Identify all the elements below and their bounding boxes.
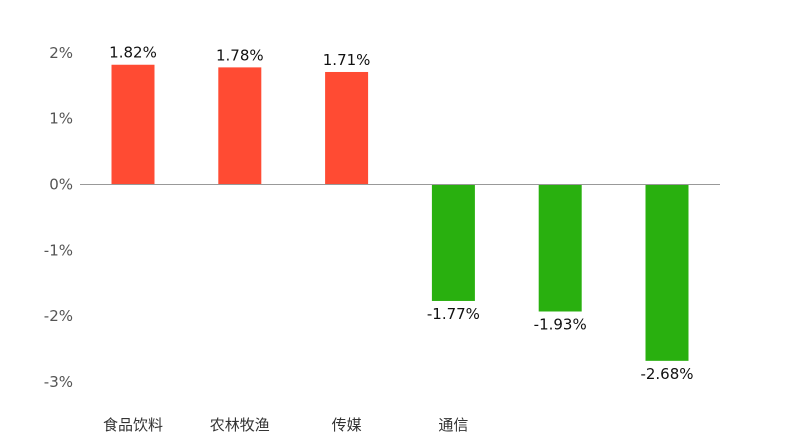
bar <box>645 184 689 361</box>
category-label: 农林牧渔 <box>210 416 270 434</box>
bars <box>111 64 689 361</box>
y-tick-label: -3% <box>44 373 73 391</box>
data-labels: 1.82% 1.78% 1.71% -1.77% -1.93% -2.68% <box>109 44 693 383</box>
bar <box>218 67 262 185</box>
y-tick-label: 0% <box>49 176 73 194</box>
bar-value-label: -1.93% <box>534 315 587 333</box>
bar-value-label: 1.71% <box>323 51 371 69</box>
bar <box>431 184 475 301</box>
bar <box>538 184 582 312</box>
bar-value-label: 1.82% <box>109 44 157 62</box>
y-tick-label: -2% <box>44 307 73 325</box>
y-tick-label: 1% <box>49 110 73 128</box>
y-axis: 2% 1% 0% -1% -2% -3% <box>44 44 73 391</box>
y-tick-label: -1% <box>44 241 73 259</box>
bar <box>111 64 155 185</box>
bar-value-label: 1.78% <box>216 46 264 64</box>
y-tick-label: 2% <box>49 44 73 62</box>
category-label: 食品饮料 <box>103 416 163 434</box>
bar <box>325 71 369 185</box>
category-label: 传媒 <box>332 416 362 434</box>
bar-value-label: -2.68% <box>640 365 693 383</box>
category-label: 通信 <box>438 416 468 434</box>
bar-value-label: -1.77% <box>427 305 480 323</box>
x-axis: 食品饮料 农林牧渔 传媒 通信 <box>80 184 720 434</box>
